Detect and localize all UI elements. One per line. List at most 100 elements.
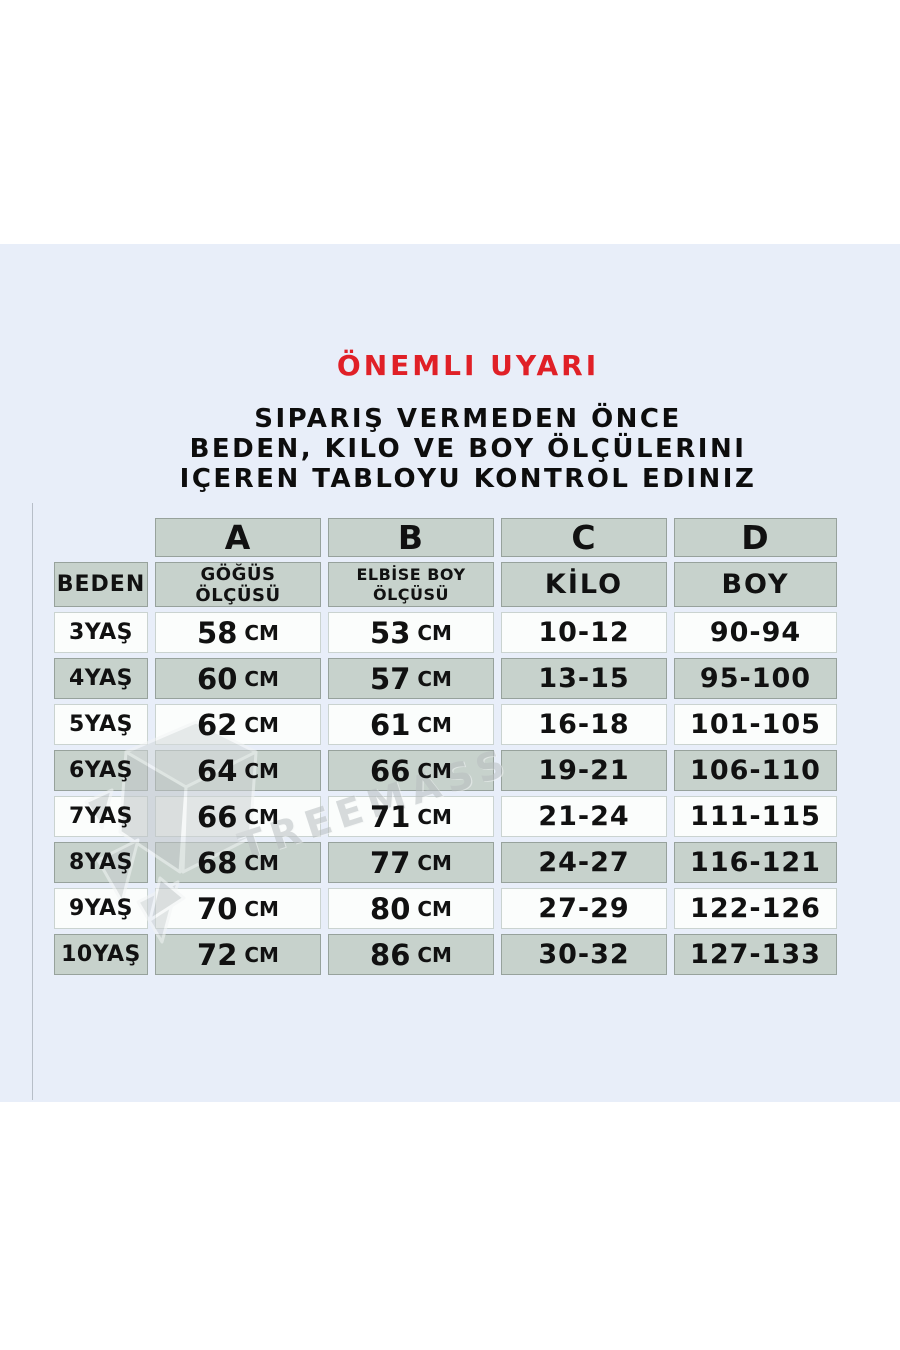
chest-unit: CM	[244, 942, 279, 967]
dress-length-value: 77	[370, 845, 411, 880]
chest-unit: CM	[244, 666, 279, 691]
header-weight-cell: KİLO	[501, 562, 667, 607]
dress-length-cell: 77 CM	[328, 842, 494, 883]
weight-range: 30-32	[538, 939, 630, 970]
row-label: 8YAŞ	[68, 850, 133, 875]
dress-length-value: 53	[370, 615, 411, 650]
chest-value: 60	[197, 661, 238, 696]
weight-range-cell: 27-29	[501, 888, 667, 929]
weight-range-cell: 19-21	[501, 750, 667, 791]
row-label-cell: 8YAŞ	[54, 842, 148, 883]
height-range: 90-94	[709, 617, 802, 648]
chest-unit: CM	[244, 850, 279, 875]
warning-title: ÖNEMLI UYARI	[336, 349, 600, 382]
column-letter-cell: D	[674, 518, 837, 557]
weight-range: 24-27	[538, 847, 630, 878]
table-corner-spacer	[54, 518, 148, 557]
header-dress-length-cell: ELBİSE BOY ÖLÇÜSÜ	[328, 562, 494, 607]
dress-length-cell: 57 CM	[328, 658, 494, 699]
row-label-cell: 5YAŞ	[54, 704, 148, 745]
column-letter: C	[571, 518, 597, 557]
row-label-cell: 7YAŞ	[54, 796, 148, 837]
weight-range: 10-12	[538, 617, 630, 648]
warning-line-1: SIPARIŞ VERMEDEN ÖNCE	[254, 404, 682, 434]
dress-length-cell: 61 CM	[328, 704, 494, 745]
header-height-cell: BOY	[674, 562, 837, 607]
column-letter-cell: C	[501, 518, 667, 557]
dress-length-unit: CM	[417, 758, 452, 783]
header-beden-cell: BEDEN	[54, 562, 148, 607]
chest-value: 62	[197, 707, 238, 742]
header-height-label: BOY	[721, 569, 790, 600]
dress-length-value: 80	[370, 891, 411, 926]
chest-measure-cell: 62 CM	[155, 704, 321, 745]
chest-unit: CM	[244, 620, 279, 645]
weight-range-cell: 30-32	[501, 934, 667, 975]
dress-length-value: 66	[370, 753, 411, 788]
column-letter-cell: B	[328, 518, 494, 557]
height-range-cell: 101-105	[674, 704, 837, 745]
size-table: A B C D BEDEN GÖĞÜS ÖLÇÜSÜ ELBİSE BOY ÖL…	[54, 518, 837, 975]
height-range: 111-115	[690, 801, 821, 832]
row-label-cell: 6YAŞ	[54, 750, 148, 791]
warning-line-3: IÇEREN TABLOYU KONTROL EDINIZ	[179, 464, 757, 494]
height-range: 116-121	[690, 847, 821, 878]
chest-unit: CM	[244, 758, 279, 783]
height-range: 101-105	[690, 709, 821, 740]
chest-value: 72	[197, 937, 238, 972]
dress-length-value: 61	[370, 707, 411, 742]
warning-line-2: BEDEN, KILO VE BOY ÖLÇÜLERINI	[189, 434, 747, 464]
dress-length-unit: CM	[417, 620, 452, 645]
chest-measure-cell: 58 CM	[155, 612, 321, 653]
chest-unit: CM	[244, 896, 279, 921]
height-range-cell: 90-94	[674, 612, 837, 653]
chest-value: 68	[197, 845, 238, 880]
chest-value: 66	[197, 799, 238, 834]
weight-range: 16-18	[538, 709, 630, 740]
row-label: 6YAŞ	[68, 758, 133, 783]
dress-length-cell: 71 CM	[328, 796, 494, 837]
weight-range-cell: 16-18	[501, 704, 667, 745]
chest-value: 58	[197, 615, 238, 650]
chest-unit: CM	[244, 804, 279, 829]
dress-length-cell: 66 CM	[328, 750, 494, 791]
chest-unit: CM	[244, 712, 279, 737]
column-letter: D	[741, 518, 770, 557]
height-range-cell: 116-121	[674, 842, 837, 883]
weight-range: 21-24	[538, 801, 630, 832]
chest-measure-cell: 64 CM	[155, 750, 321, 791]
dress-length-unit: CM	[417, 850, 452, 875]
chest-measure-cell: 60 CM	[155, 658, 321, 699]
dress-length-cell: 86 CM	[328, 934, 494, 975]
chest-measure-cell: 66 CM	[155, 796, 321, 837]
chest-measure-cell: 72 CM	[155, 934, 321, 975]
dress-length-unit: CM	[417, 712, 452, 737]
row-label: 10YAŞ	[61, 942, 141, 967]
height-range-cell: 106-110	[674, 750, 837, 791]
weight-range-cell: 13-15	[501, 658, 667, 699]
dress-length-value: 71	[370, 799, 411, 834]
dress-length-cell: 53 CM	[328, 612, 494, 653]
height-range-cell: 95-100	[674, 658, 837, 699]
weight-range-cell: 10-12	[501, 612, 667, 653]
row-label: 3YAŞ	[68, 620, 133, 645]
column-letter: A	[224, 518, 252, 557]
weight-range-cell: 21-24	[501, 796, 667, 837]
left-divider-line	[32, 503, 33, 1100]
dress-length-value: 86	[370, 937, 411, 972]
height-range: 95-100	[699, 663, 812, 694]
height-range: 127-133	[690, 939, 821, 970]
height-range-cell: 122-126	[674, 888, 837, 929]
height-range: 122-126	[690, 893, 821, 924]
dress-length-unit: CM	[417, 896, 452, 921]
weight-range: 19-21	[538, 755, 630, 786]
header-chest-label: GÖĞÜS ÖLÇÜSÜ	[195, 563, 281, 606]
chest-measure-cell: 68 CM	[155, 842, 321, 883]
dress-length-unit: CM	[417, 666, 452, 691]
weight-range: 13-15	[538, 663, 630, 694]
column-letter-cell: A	[155, 518, 321, 557]
row-label-cell: 10YAŞ	[54, 934, 148, 975]
row-label-cell: 9YAŞ	[54, 888, 148, 929]
header-weight-label: KİLO	[544, 569, 624, 600]
